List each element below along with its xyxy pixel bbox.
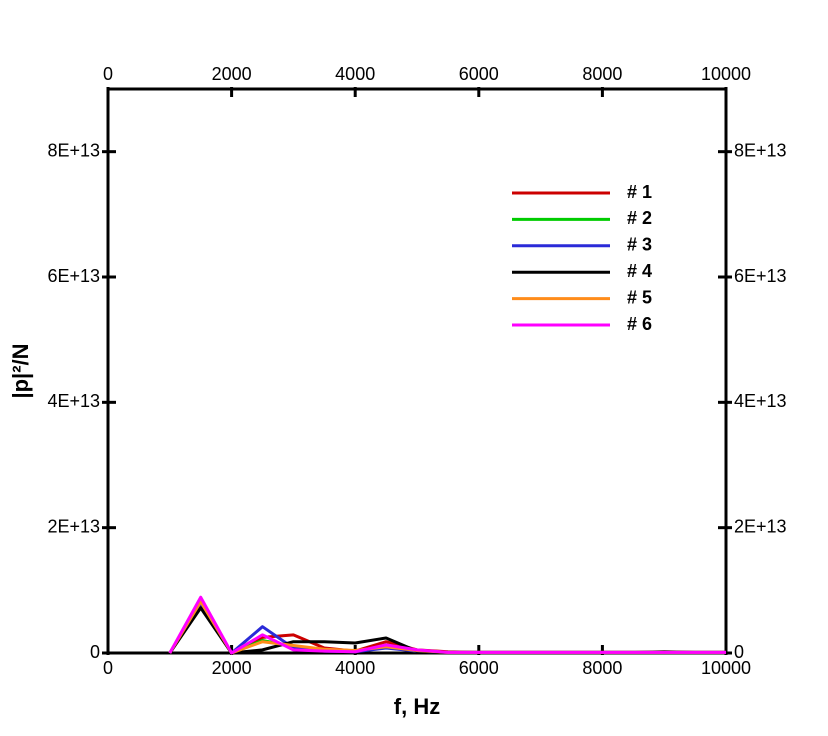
legend-label: # 3 [627,235,652,255]
y-tick-label-right: 8E+13 [734,140,787,160]
x-tick-label-top: 8000 [582,64,622,84]
y-tick-label-right: 2E+13 [734,516,787,536]
y-tick-label: 2E+13 [47,516,100,536]
x-tick-label: 10000 [701,658,751,678]
series-line [168,600,726,655]
x-tick-label-top: 10000 [701,64,751,84]
legend-label: # 4 [627,261,652,281]
legend-label: # 2 [627,208,652,228]
x-tick-label: 8000 [582,658,622,678]
legend-label: # 6 [627,314,652,334]
x-axis-label: f, Hz [394,694,440,719]
x-tick-label-top: 6000 [459,64,499,84]
y-axis-label: |p|²/N [8,343,33,398]
x-tick-label-top: 0 [103,64,113,84]
y-tick-label-right: 0 [734,642,744,662]
legend-label: # 5 [627,287,652,307]
y-tick-label: 4E+13 [47,391,100,411]
y-tick-label: 8E+13 [47,140,100,160]
y-tick-label-right: 6E+13 [734,266,787,286]
y-tick-label: 6E+13 [47,266,100,286]
x-tick-label: 2000 [212,658,252,678]
y-tick-label: 0 [90,642,100,662]
x-tick-label-top: 2000 [212,64,252,84]
plot-frame [106,87,728,655]
x-tick-label: 0 [103,658,113,678]
y-tick-label-right: 4E+13 [734,391,787,411]
x-tick-label: 6000 [459,658,499,678]
series-line [168,595,726,655]
x-tick-label-top: 4000 [335,64,375,84]
legend-label: # 1 [627,182,652,202]
x-tick-label: 4000 [335,658,375,678]
